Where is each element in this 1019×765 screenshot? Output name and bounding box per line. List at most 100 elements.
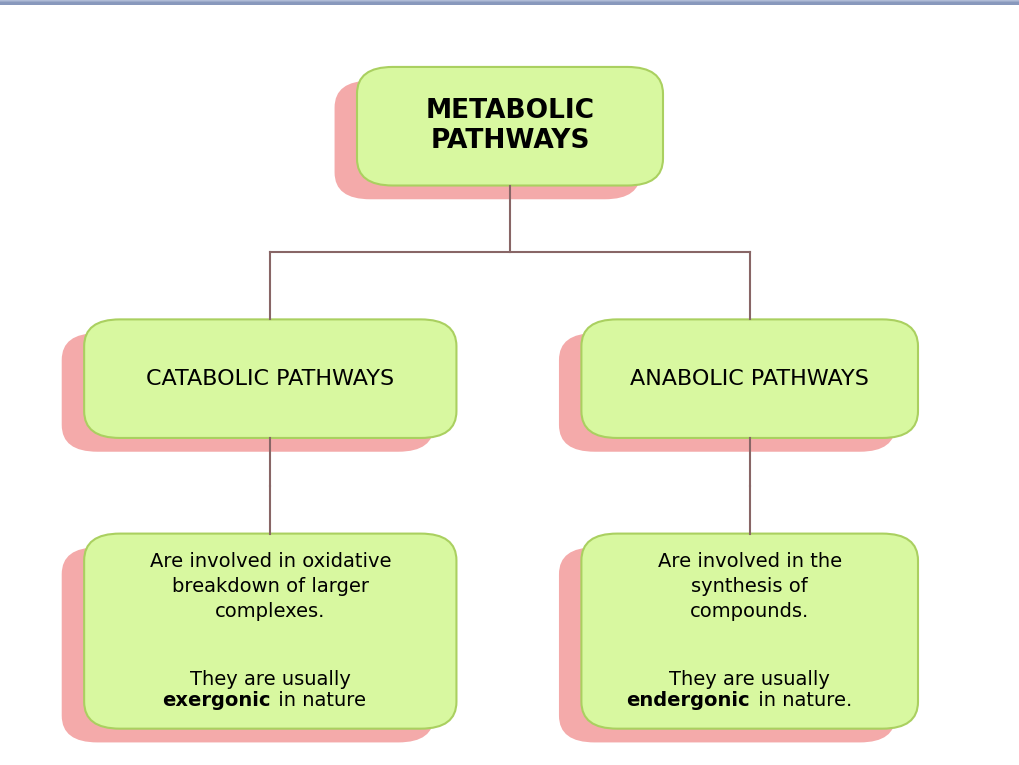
Bar <box>0 2 1019 4</box>
Bar <box>0 2 1019 5</box>
Bar <box>0 2 1019 5</box>
Bar <box>0 2 1019 5</box>
Text: endergonic: endergonic <box>626 692 749 710</box>
Bar <box>0 1 1019 3</box>
Bar <box>0 2 1019 5</box>
Bar <box>0 1 1019 4</box>
Bar <box>0 2 1019 5</box>
Bar <box>0 2 1019 5</box>
Bar <box>0 2 1019 5</box>
Bar <box>0 2 1019 5</box>
Bar <box>0 2 1019 4</box>
Bar <box>0 0 1019 2</box>
Bar <box>0 0 1019 3</box>
Bar <box>0 1 1019 3</box>
Bar <box>0 1 1019 4</box>
Bar <box>0 2 1019 5</box>
Bar <box>0 2 1019 5</box>
Bar <box>0 1 1019 3</box>
Bar <box>0 1 1019 3</box>
Bar <box>0 1 1019 3</box>
FancyBboxPatch shape <box>558 334 895 451</box>
Bar <box>0 0 1019 3</box>
Bar <box>0 1 1019 3</box>
Bar <box>0 0 1019 2</box>
Bar <box>0 0 1019 2</box>
Bar <box>0 2 1019 5</box>
Bar <box>0 0 1019 2</box>
Bar <box>0 1 1019 4</box>
Bar <box>0 2 1019 5</box>
Bar <box>0 2 1019 5</box>
Bar <box>0 2 1019 5</box>
Bar <box>0 2 1019 5</box>
Bar <box>0 2 1019 5</box>
Bar <box>0 2 1019 5</box>
Bar <box>0 1 1019 3</box>
Bar <box>0 2 1019 5</box>
Bar <box>0 1 1019 3</box>
Bar <box>0 2 1019 4</box>
Bar <box>0 0 1019 3</box>
Bar <box>0 2 1019 5</box>
Bar <box>0 2 1019 4</box>
Bar <box>0 2 1019 5</box>
Bar <box>0 1 1019 4</box>
Bar <box>0 2 1019 4</box>
Bar <box>0 2 1019 4</box>
Bar <box>0 2 1019 4</box>
Bar <box>0 2 1019 4</box>
Bar <box>0 1 1019 3</box>
Bar <box>0 2 1019 5</box>
Bar <box>0 0 1019 2</box>
Bar <box>0 1 1019 3</box>
Bar <box>0 2 1019 5</box>
Bar <box>0 1 1019 4</box>
Bar <box>0 2 1019 4</box>
Bar <box>0 1 1019 4</box>
Bar <box>0 2 1019 4</box>
Bar <box>0 0 1019 3</box>
Bar <box>0 1 1019 3</box>
Bar <box>0 2 1019 4</box>
Bar <box>0 2 1019 5</box>
Bar <box>0 1 1019 3</box>
Bar <box>0 1 1019 3</box>
Bar <box>0 0 1019 3</box>
Bar <box>0 1 1019 4</box>
Bar <box>0 2 1019 5</box>
Text: Are involved in oxidative
breakdown of larger
complexes.: Are involved in oxidative breakdown of l… <box>150 552 390 621</box>
Bar <box>0 0 1019 2</box>
Bar <box>0 1 1019 3</box>
Bar <box>0 1 1019 3</box>
Bar <box>0 0 1019 2</box>
Bar <box>0 2 1019 5</box>
Bar <box>0 1 1019 3</box>
Bar <box>0 2 1019 4</box>
Bar <box>0 1 1019 4</box>
FancyBboxPatch shape <box>334 81 640 200</box>
Bar <box>0 1 1019 3</box>
Bar <box>0 0 1019 3</box>
Bar <box>0 2 1019 4</box>
Bar <box>0 2 1019 4</box>
Bar <box>0 1 1019 3</box>
Bar <box>0 1 1019 4</box>
Bar <box>0 2 1019 5</box>
Bar <box>0 0 1019 3</box>
Bar <box>0 1 1019 4</box>
Bar <box>0 2 1019 5</box>
Bar <box>0 1 1019 3</box>
Bar <box>0 0 1019 3</box>
Bar <box>0 0 1019 3</box>
Bar <box>0 2 1019 5</box>
Bar <box>0 1 1019 4</box>
Bar <box>0 2 1019 4</box>
Bar <box>0 2 1019 4</box>
Bar <box>0 0 1019 2</box>
Bar <box>0 2 1019 4</box>
Bar <box>0 2 1019 5</box>
Bar <box>0 2 1019 5</box>
Bar <box>0 2 1019 5</box>
Bar <box>0 0 1019 3</box>
